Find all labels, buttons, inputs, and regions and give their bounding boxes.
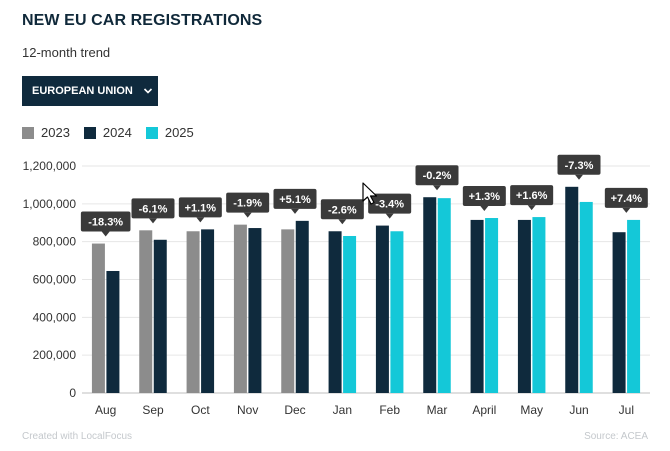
legend-swatch-2024	[83, 126, 96, 139]
y-tick-label: 200,000	[33, 348, 77, 362]
change-label: +1.1%	[178, 197, 222, 223]
change-label: +1.3%	[462, 186, 506, 212]
legend: 2023 2024 2025	[22, 125, 208, 140]
change-label: +1.6%	[510, 185, 554, 211]
x-tick-label: Dec	[284, 403, 305, 417]
y-tick-label: 1,200,000	[23, 159, 77, 173]
bar-2023	[91, 243, 105, 393]
footer-credit: Created with LocalFocus	[22, 431, 133, 442]
bar-2024	[423, 197, 437, 393]
change-label: +7.4%	[604, 187, 648, 213]
bar-2024	[201, 229, 215, 393]
y-tick-label: 1,000,000	[23, 197, 77, 211]
x-tick-label: Mar	[427, 403, 448, 417]
x-tick-label: Aug	[95, 403, 116, 417]
x-tick-label: Feb	[379, 403, 400, 417]
change-label: -6.1%	[131, 198, 175, 224]
svg-text:+1.6%: +1.6%	[516, 190, 548, 202]
x-tick-label: Jul	[619, 403, 634, 417]
svg-text:+5.1%: +5.1%	[279, 194, 311, 206]
svg-text:+1.1%: +1.1%	[185, 202, 217, 214]
bar-2023	[233, 224, 247, 393]
bar-2024	[106, 270, 120, 393]
svg-text:-3.4%: -3.4%	[375, 199, 404, 211]
svg-text:-1.9%: -1.9%	[233, 198, 262, 210]
legend-swatch-2025	[145, 126, 158, 139]
change-label: +5.1%	[273, 188, 317, 214]
x-tick-label: Oct	[191, 403, 210, 417]
legend-swatch-2023	[22, 126, 34, 139]
region-dropdown[interactable]: EUROPEAN UNION	[22, 76, 158, 106]
y-tick-label: 800,000	[33, 235, 77, 249]
chevron-down-icon	[143, 88, 152, 94]
legend-label-2025: 2025	[164, 125, 194, 140]
svg-text:-0.2%: -0.2%	[423, 170, 452, 182]
bar-2025	[627, 219, 641, 393]
change-label: -18.3%	[80, 211, 131, 237]
mouse-cursor-icon	[362, 182, 378, 205]
svg-text:-2.6%: -2.6%	[328, 204, 357, 216]
svg-text:+7.4%: +7.4%	[611, 193, 643, 205]
bar-2025	[485, 218, 499, 393]
x-tick-label: Jan	[333, 403, 352, 417]
y-tick-label: 400,000	[33, 310, 77, 324]
svg-text:+1.3%: +1.3%	[469, 191, 501, 203]
bar-2024	[153, 239, 167, 393]
bar-2024	[295, 220, 309, 393]
change-label: -0.2%	[415, 165, 459, 191]
legend-item-2025[interactable]: 2025	[145, 125, 194, 140]
change-label: -3.4%	[368, 193, 412, 219]
x-tick-label: Jun	[569, 403, 588, 417]
bar-2024	[565, 186, 579, 393]
bar-2024	[517, 219, 531, 393]
legend-item-2023[interactable]: 2023	[22, 125, 70, 140]
svg-text:-18.3%: -18.3%	[88, 217, 123, 229]
x-tick-label: Sep	[142, 403, 164, 417]
x-tick-label: May	[520, 403, 543, 417]
bar-2023	[281, 229, 295, 393]
bar-2024	[248, 228, 262, 393]
change-label: -2.6%	[320, 199, 364, 225]
bar-2025	[343, 235, 357, 393]
legend-item-2024[interactable]: 2024	[83, 125, 132, 140]
bar-2025	[437, 198, 451, 393]
svg-text:-7.3%: -7.3%	[565, 160, 594, 172]
footer-source: Source: ACEA	[584, 431, 648, 442]
bar-2025	[532, 217, 546, 393]
chart-title: NEW EU CAR REGISTRATIONS	[22, 12, 263, 29]
y-tick-label: 0	[69, 386, 76, 400]
change-label: -1.9%	[226, 192, 270, 218]
x-tick-label: Nov	[237, 403, 258, 417]
y-tick-label: 600,000	[33, 273, 77, 287]
bar-2023	[186, 231, 200, 393]
region-dropdown-label: EUROPEAN UNION	[32, 85, 133, 97]
legend-label-2023: 2023	[41, 125, 70, 140]
bar-2024	[375, 225, 389, 393]
bar-2024	[328, 231, 342, 393]
bar-2024	[612, 232, 626, 393]
bar-2025	[579, 201, 593, 393]
x-tick-label: April	[472, 403, 496, 417]
change-label: -7.3%	[557, 154, 601, 180]
bar-2023	[139, 230, 153, 393]
bar-2025	[390, 231, 404, 393]
legend-label-2024: 2024	[102, 125, 132, 140]
svg-text:-6.1%: -6.1%	[139, 203, 168, 215]
chart-subtitle: 12-month trend	[22, 45, 111, 60]
bar-2024	[470, 219, 484, 393]
